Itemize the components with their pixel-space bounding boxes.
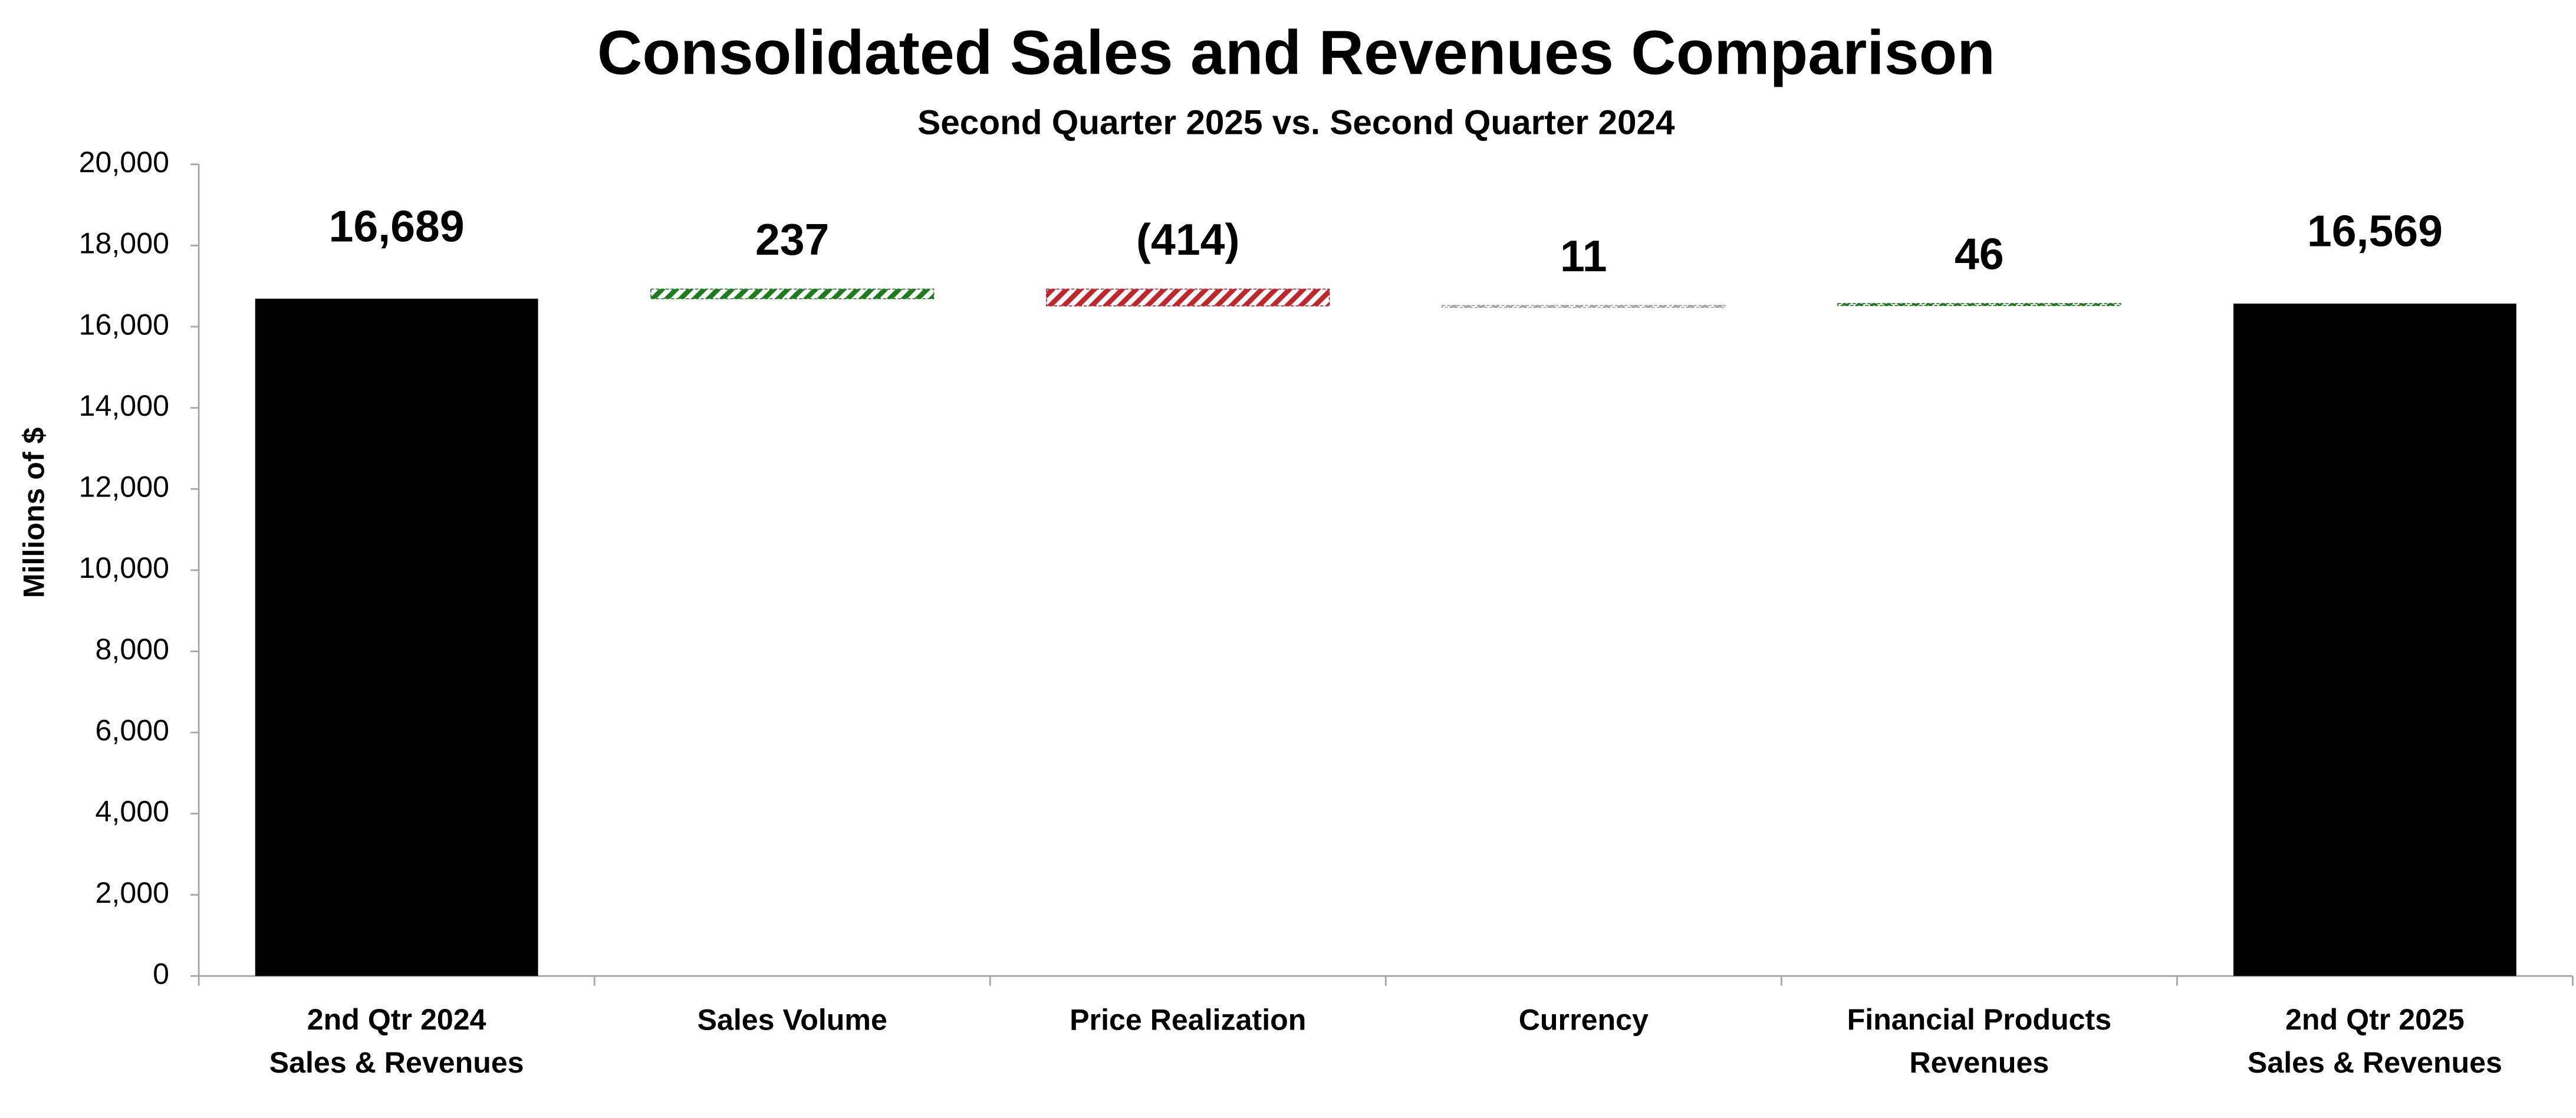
- y-tick-label: 10,000: [79, 551, 169, 584]
- value-label: 237: [755, 215, 830, 264]
- y-tick-label: 4,000: [96, 795, 169, 828]
- x-tick-label: 2nd Qtr 2025 Sales & Revenues: [2248, 1003, 2502, 1079]
- value-label: 11: [1560, 231, 1607, 281]
- y-tick-label: 6,000: [96, 713, 169, 747]
- y-tick-label: 18,000: [79, 227, 169, 260]
- y-tick-label: 8,000: [96, 633, 169, 666]
- chart-subtitle: Second Quarter 2025 vs. Second Quarter 2…: [917, 103, 1675, 142]
- chart-title: Consolidated Sales and Revenues Comparis…: [597, 18, 1995, 88]
- y-tick-label: 2,000: [96, 876, 169, 909]
- x-tick-label: Price Realization: [1070, 1003, 1306, 1036]
- y-axis-label: Millions of $: [18, 427, 51, 598]
- y-tick-label: 0: [153, 957, 169, 990]
- bar: [650, 288, 935, 300]
- y-tick-label: 20,000: [79, 146, 169, 179]
- value-label: 16,569: [2307, 206, 2443, 256]
- bar: [1046, 288, 1330, 307]
- bar: [2233, 303, 2516, 976]
- bar: [1442, 305, 1726, 308]
- x-tick-label: Sales Volume: [698, 1003, 887, 1036]
- value-label: 16,689: [329, 201, 465, 251]
- x-tick-label: 2nd Qtr 2024 Sales & Revenues: [269, 1003, 524, 1079]
- x-tick-label: Financial Products Revenues: [1847, 1003, 2112, 1079]
- value-label: 46: [1955, 229, 2004, 279]
- y-tick-label: 16,000: [79, 308, 169, 341]
- y-tick-label: 12,000: [79, 471, 169, 504]
- x-tick-label: Currency: [1519, 1003, 1649, 1036]
- y-tick-label: 14,000: [79, 389, 169, 422]
- value-label: (414): [1136, 215, 1240, 264]
- bar: [1837, 303, 2121, 307]
- bar: [255, 298, 538, 976]
